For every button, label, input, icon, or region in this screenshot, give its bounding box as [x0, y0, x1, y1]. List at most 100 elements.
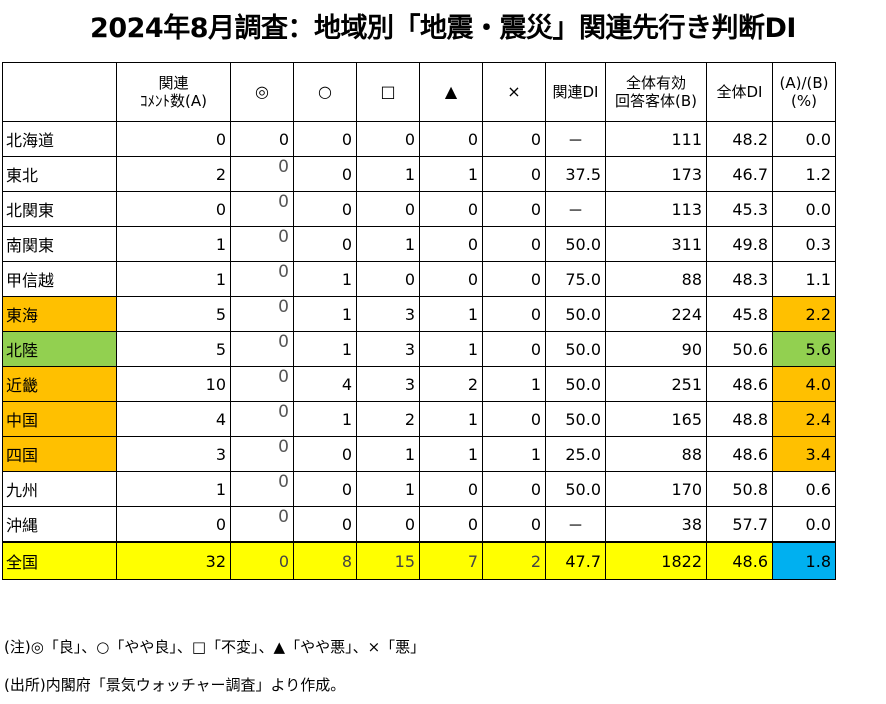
cell-total-di: 48.6 [706, 366, 773, 402]
cell-very-good: 0 [230, 366, 294, 402]
cell-ratio: 3.4 [772, 436, 836, 472]
cell-very-bad: 0 [482, 261, 546, 297]
header-related-comments: 関連 ｺﾒﾝﾄ数(A) [116, 62, 231, 122]
cell-good: 1 [293, 331, 357, 367]
cell-ratio: 1.1 [772, 261, 836, 297]
cell-very-good: 0 [230, 121, 294, 157]
cell-total-responses: 170 [605, 471, 707, 507]
cell-very-good: 0 [230, 191, 294, 227]
header-related-di: 関連DI [545, 62, 606, 122]
cell-bad: 2 [419, 366, 483, 402]
cell-related-di: 50.0 [545, 296, 606, 332]
cell-very-bad: 0 [482, 471, 546, 507]
header-unchanged: □ [356, 62, 420, 122]
cell-related-di: － [545, 506, 606, 543]
cell-unchanged: 2 [356, 401, 420, 437]
cell-bad: 1 [419, 156, 483, 192]
cell-related-di: 75.0 [545, 261, 606, 297]
table-row: 南関東 1 0 0 1 0 0 50.0 311 49.8 0.3 [2, 226, 836, 262]
cell-very-good: 0 [230, 296, 294, 332]
regional-di-table: 関連 ｺﾒﾝﾄ数(A) ◎ ○ □ ▲ × 関連DI 全体有効 回答客体(B) … [2, 62, 836, 580]
header-related-comments-line1: 関連 [158, 74, 189, 92]
cell-unchanged: 0 [356, 191, 420, 227]
cell-related-di: 50.0 [545, 366, 606, 402]
cell-region: 北陸 [2, 331, 117, 367]
cell-unchanged: 0 [356, 261, 420, 297]
cell-bad: 1 [419, 296, 483, 332]
cell-good: 0 [293, 191, 357, 227]
cell-bad: 7 [419, 541, 483, 580]
cell-bad: 1 [419, 401, 483, 437]
cell-very-bad: 2 [482, 541, 546, 580]
cell-related-comments: 32 [116, 541, 231, 580]
cell-very-bad: 0 [482, 226, 546, 262]
cell-very-bad: 1 [482, 366, 546, 402]
cell-bad: 0 [419, 506, 483, 543]
cell-very-good: 0 [230, 471, 294, 507]
cell-region: 東海 [2, 296, 117, 332]
table-row: 九州 1 0 0 1 0 0 50.0 170 50.8 0.6 [2, 471, 836, 507]
table-row: 甲信越 1 0 1 0 0 0 75.0 88 48.3 1.1 [2, 261, 836, 297]
cell-unchanged: 1 [356, 436, 420, 472]
cell-unchanged: 1 [356, 226, 420, 262]
cell-total-responses: 1822 [605, 541, 707, 580]
cell-total-di: 45.3 [706, 191, 773, 227]
cell-good: 1 [293, 261, 357, 297]
table-row: 東北 2 0 0 1 1 0 37.5 173 46.7 1.2 [2, 156, 836, 192]
cell-very-bad: 0 [482, 331, 546, 367]
header-total-responses: 全体有効 回答客体(B) [605, 62, 707, 122]
cell-total-di: 48.6 [706, 541, 773, 580]
header-ratio: (A)/(B) (%) [772, 62, 836, 122]
cell-very-bad: 0 [482, 121, 546, 157]
cell-very-good: 0 [230, 541, 294, 580]
cell-total-responses: 224 [605, 296, 707, 332]
cell-related-di: 50.0 [545, 331, 606, 367]
cell-related-di: 37.5 [545, 156, 606, 192]
cell-very-good: 0 [230, 226, 294, 262]
table-row: 近畿 10 0 4 3 2 1 50.0 251 48.6 4.0 [2, 366, 836, 402]
cell-related-comments: 3 [116, 436, 231, 472]
cell-related-comments: 1 [116, 226, 231, 262]
header-very-good: ◎ [230, 62, 294, 122]
cell-very-bad: 0 [482, 506, 546, 543]
cell-ratio: 1.8 [772, 541, 836, 580]
cell-ratio: 2.4 [772, 401, 836, 437]
cell-unchanged: 3 [356, 296, 420, 332]
cell-good: 8 [293, 541, 357, 580]
cell-very-good: 0 [230, 156, 294, 192]
table-row: 東海 5 0 1 3 1 0 50.0 224 45.8 2.2 [2, 296, 836, 332]
cell-unchanged: 3 [356, 331, 420, 367]
header-good: ○ [293, 62, 357, 122]
cell-total-responses: 251 [605, 366, 707, 402]
cell-region: 全国 [2, 541, 117, 580]
cell-region: 東北 [2, 156, 117, 192]
cell-region: 近畿 [2, 366, 117, 402]
table-row: 四国 3 0 0 1 1 1 25.0 88 48.6 3.4 [2, 436, 836, 472]
cell-region: 南関東 [2, 226, 117, 262]
cell-good: 1 [293, 296, 357, 332]
cell-related-comments: 0 [116, 506, 231, 543]
cell-very-bad: 0 [482, 156, 546, 192]
cell-total-di: 57.7 [706, 506, 773, 543]
cell-total-responses: 173 [605, 156, 707, 192]
cell-region: 中国 [2, 401, 117, 437]
cell-very-bad: 0 [482, 191, 546, 227]
cell-ratio: 5.6 [772, 331, 836, 367]
cell-total-di: 48.3 [706, 261, 773, 297]
cell-ratio: 0.3 [772, 226, 836, 262]
cell-good: 1 [293, 401, 357, 437]
table-body: 北海道 0 0 0 0 0 0 － 111 48.2 0.0 東北 2 0 0 1 1 0 37.5 173 46.7 1… [2, 121, 836, 580]
cell-related-comments: 1 [116, 261, 231, 297]
cell-unchanged: 1 [356, 471, 420, 507]
cell-total-di: 48.6 [706, 436, 773, 472]
cell-related-comments: 1 [116, 471, 231, 507]
header-region [2, 62, 117, 122]
cell-bad: 0 [419, 121, 483, 157]
table-row: 北陸 5 0 1 3 1 0 50.0 90 50.6 5.6 [2, 331, 836, 367]
cell-good: 0 [293, 226, 357, 262]
cell-very-good: 0 [230, 436, 294, 472]
cell-good: 0 [293, 506, 357, 543]
cell-bad: 1 [419, 331, 483, 367]
cell-total-responses: 113 [605, 191, 707, 227]
table-row: 北海道 0 0 0 0 0 0 － 111 48.2 0.0 [2, 121, 836, 157]
